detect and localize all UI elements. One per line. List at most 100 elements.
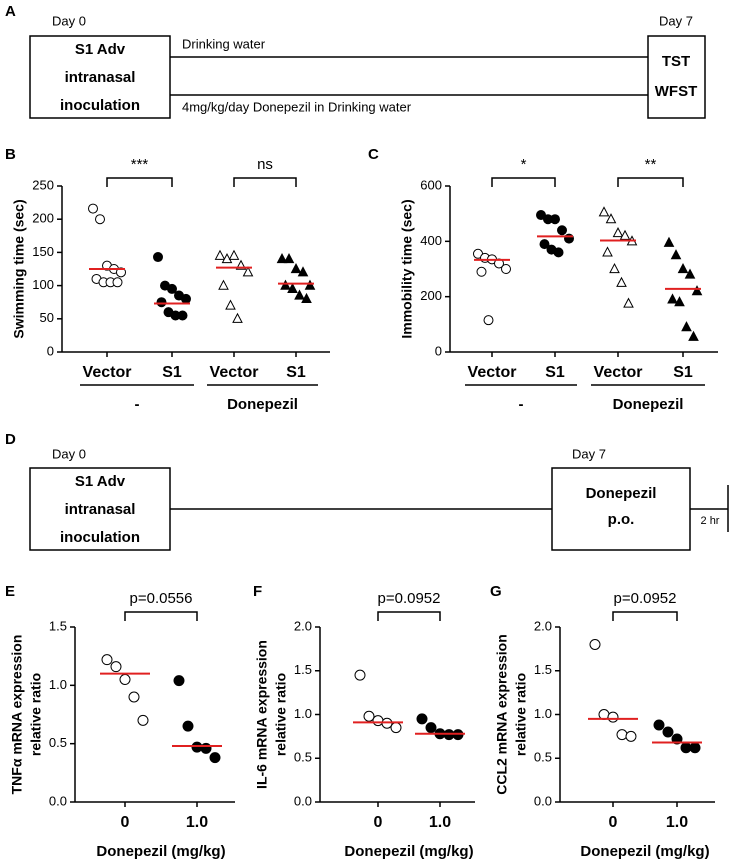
significance-bracket xyxy=(106,177,173,187)
significance-label: p=0.0952 xyxy=(614,590,677,607)
y-tick-label: 2.0 xyxy=(534,618,552,633)
y-axis-label: IL-6 mRNA expression xyxy=(254,640,270,789)
point xyxy=(691,285,703,296)
y-tick-label: 1.0 xyxy=(49,677,67,692)
point xyxy=(191,741,203,753)
point xyxy=(221,253,233,264)
significance-bracket xyxy=(491,177,556,187)
y-axis-label: Immobility time (sec) xyxy=(399,199,415,338)
y-tick-label: 1.0 xyxy=(294,706,312,721)
box xyxy=(647,35,706,119)
y-axis-label: relative ratio xyxy=(273,673,289,756)
point xyxy=(167,283,177,294)
point xyxy=(276,253,288,264)
point xyxy=(425,722,437,734)
y-tick-label: 1.0 xyxy=(534,706,552,721)
point xyxy=(301,292,312,303)
box-text: S1 Adv xyxy=(75,473,126,490)
day-label: Day 0 xyxy=(52,446,86,461)
point xyxy=(667,293,678,304)
point xyxy=(476,266,487,277)
box-text: Donepezil xyxy=(586,485,657,502)
point xyxy=(616,729,628,741)
box-text: S1 Adv xyxy=(75,41,126,58)
point xyxy=(88,203,98,214)
day-label: Day 7 xyxy=(572,446,606,461)
significance-bracket xyxy=(124,611,198,621)
point xyxy=(684,268,696,279)
point xyxy=(602,246,613,257)
y-tick-label: 0.0 xyxy=(294,793,312,808)
y-tick-label: 1.5 xyxy=(294,662,312,677)
box-text: intranasal xyxy=(65,69,136,86)
point xyxy=(137,714,149,726)
point xyxy=(177,310,188,321)
box xyxy=(551,467,691,551)
y-tick-label: 50 xyxy=(40,310,54,325)
point xyxy=(607,711,619,723)
x-tick-label: 1.0 xyxy=(429,814,451,831)
point xyxy=(181,293,191,304)
box-text: p.o. xyxy=(608,511,635,528)
y-axis-label: TNFα mRNA expression xyxy=(9,635,25,795)
significance-label: * xyxy=(521,156,527,173)
y-axis-label: relative ratio xyxy=(28,673,44,756)
point xyxy=(209,752,221,764)
point xyxy=(609,262,620,274)
x-tick-label: Vector xyxy=(594,364,643,381)
group-label: - xyxy=(135,396,140,413)
y-tick-label: 2.0 xyxy=(294,618,312,633)
point xyxy=(372,715,384,727)
group-label: Donepezil xyxy=(227,396,298,413)
y-tick-label: 400 xyxy=(420,233,442,248)
y-tick-label: 250 xyxy=(32,177,54,192)
y-tick-label: 0.0 xyxy=(534,793,552,808)
point xyxy=(623,297,634,308)
point xyxy=(589,639,601,650)
point xyxy=(218,279,229,290)
significance-bracket xyxy=(617,177,684,187)
box xyxy=(29,35,171,119)
x-tick-label: S1 xyxy=(162,364,182,381)
point xyxy=(173,675,185,687)
x-tick-label: Vector xyxy=(83,364,132,381)
point xyxy=(653,719,665,731)
point xyxy=(128,691,140,703)
significance-label: *** xyxy=(131,156,149,173)
x-tick-label: Vector xyxy=(210,364,259,381)
point xyxy=(688,330,699,341)
box-text: inoculation xyxy=(60,97,140,114)
point xyxy=(119,674,131,685)
y-tick-label: 1.5 xyxy=(49,618,67,633)
point xyxy=(390,722,402,734)
x-tick-label: 1.0 xyxy=(186,814,208,831)
significance-bracket xyxy=(377,611,441,621)
y-tick-label: 1.5 xyxy=(534,662,552,677)
y-tick-label: 200 xyxy=(32,211,54,226)
group-label: - xyxy=(519,396,524,413)
point xyxy=(153,252,163,263)
point xyxy=(214,249,226,260)
point xyxy=(674,296,685,307)
point xyxy=(228,249,240,260)
point xyxy=(95,214,105,225)
y-tick-label: 0.0 xyxy=(49,793,67,808)
x-tick-label: S1 xyxy=(545,364,565,381)
group-label: Donepezil xyxy=(613,396,684,413)
point xyxy=(670,249,682,260)
point xyxy=(501,264,511,274)
x-tick-label: 1.0 xyxy=(666,814,688,831)
x-tick-label: 0 xyxy=(374,814,383,831)
point xyxy=(598,206,610,217)
y-tick-label: 100 xyxy=(32,277,54,292)
point xyxy=(616,276,627,287)
significance-bracket xyxy=(233,177,297,187)
panel-letter: D xyxy=(5,431,16,448)
point xyxy=(363,710,375,722)
y-tick-label: 0 xyxy=(47,343,54,358)
point xyxy=(225,299,236,310)
line-label: Drinking water xyxy=(182,36,266,51)
y-tick-label: 150 xyxy=(32,244,54,259)
y-tick-label: 600 xyxy=(420,177,442,192)
